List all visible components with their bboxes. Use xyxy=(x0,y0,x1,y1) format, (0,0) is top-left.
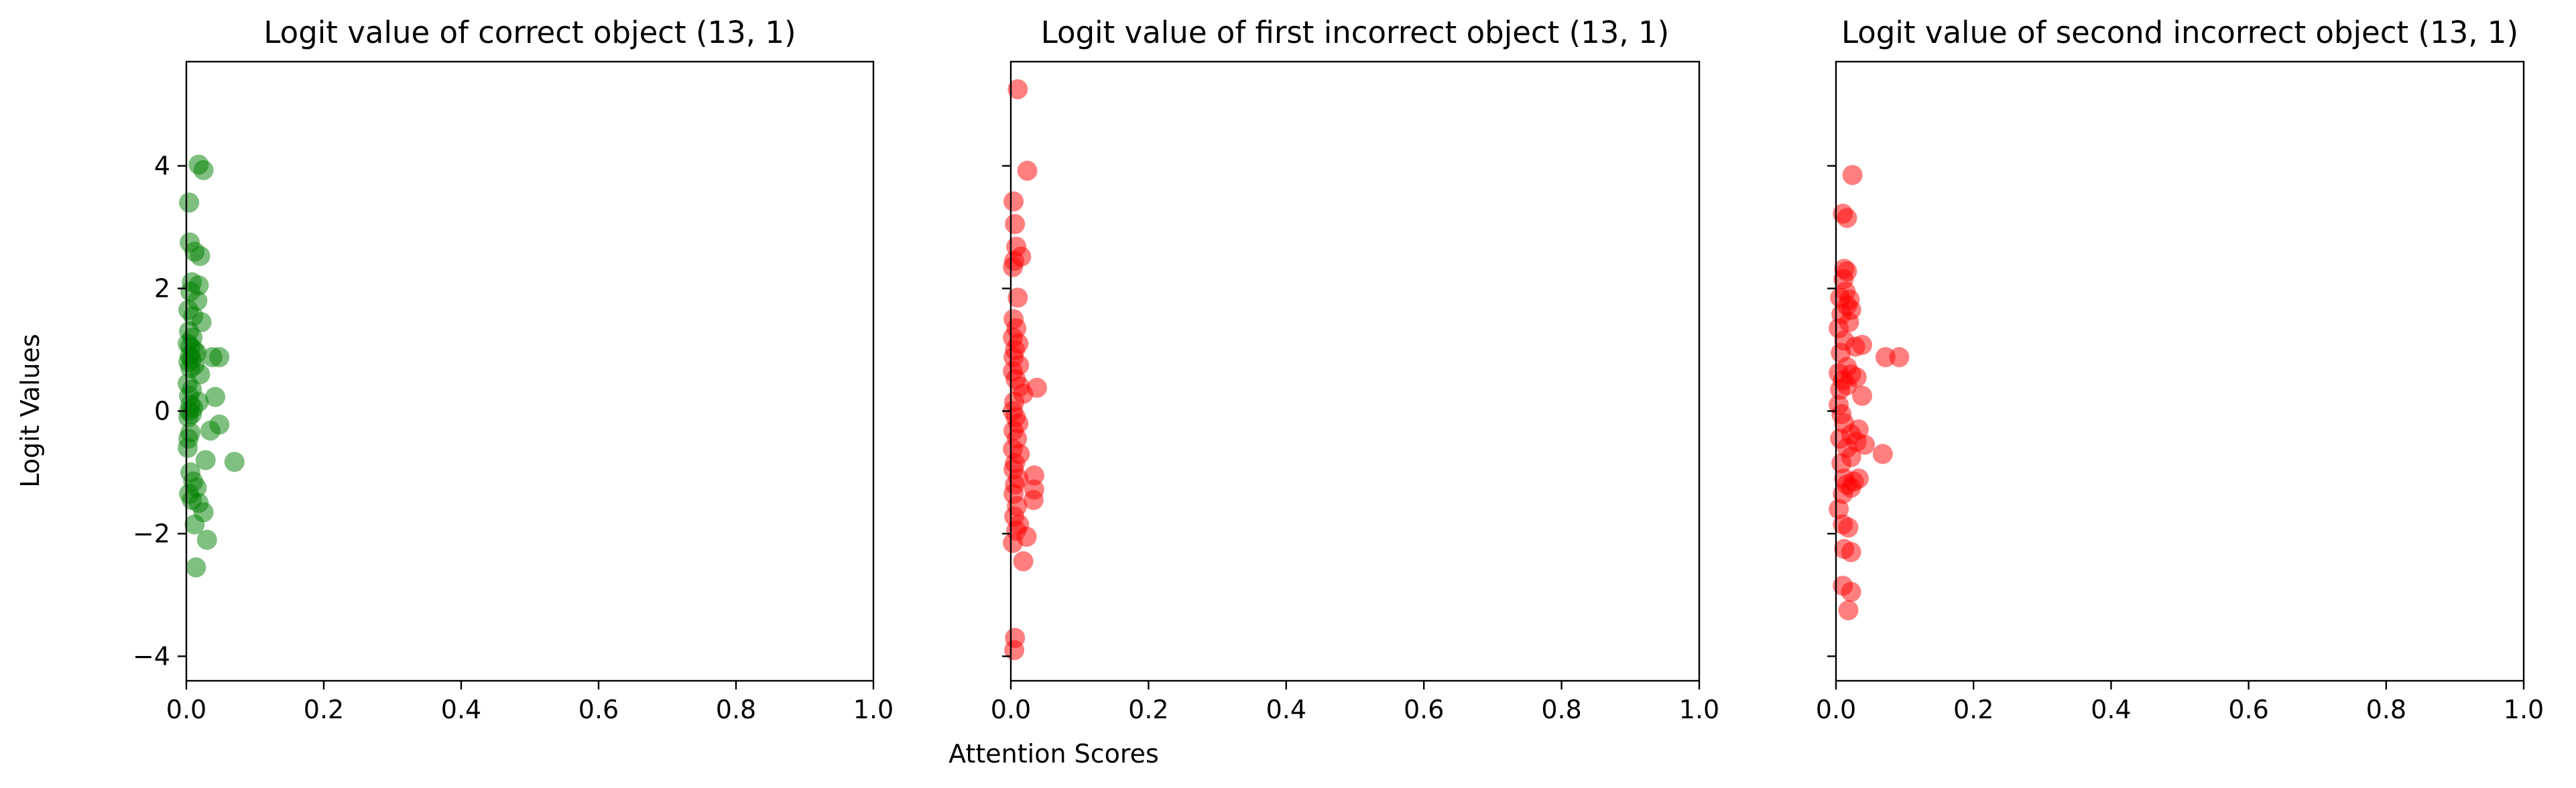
y-tick-label: 0 xyxy=(154,396,170,425)
data-point xyxy=(196,529,217,550)
data-point xyxy=(209,347,230,367)
data-point xyxy=(224,452,245,472)
panels-layer: Logit value of correct object (13, 1) 0.0… xyxy=(133,15,2544,724)
y-tick-label: −4 xyxy=(133,641,170,671)
chart-panel-1: Logit value of correct object (13, 1) 0.0… xyxy=(133,15,894,724)
data-point xyxy=(1852,334,1872,355)
axes-frame xyxy=(185,60,875,682)
chart-panel-3: Logit value of second incorrect object (… xyxy=(1816,15,2544,724)
chart-title: Logit value of first incorrect object (1… xyxy=(1041,15,1669,50)
data-point xyxy=(1872,444,1893,464)
data-point xyxy=(186,557,206,578)
data-point xyxy=(1841,541,1861,562)
data-point xyxy=(200,420,221,441)
axes-frame xyxy=(1009,60,1701,682)
chart-title: Logit value of second incorrect object (… xyxy=(1841,15,2518,50)
x-tick-label: 0.2 xyxy=(1128,695,1168,724)
x-tick-label: 1.0 xyxy=(1679,695,1719,724)
data-point xyxy=(1852,385,1872,406)
data-point xyxy=(1829,499,1849,519)
axes-frame xyxy=(1835,60,2525,682)
data-point xyxy=(178,407,199,428)
data-point xyxy=(1830,379,1851,400)
data-point xyxy=(1004,640,1025,661)
data-point xyxy=(190,246,210,266)
x-tick-label: 0.6 xyxy=(1404,695,1444,724)
data-point xyxy=(1007,79,1028,100)
x-tick-label: 0.0 xyxy=(991,695,1031,724)
data-point xyxy=(1005,214,1026,235)
data-point xyxy=(1841,582,1861,602)
data-point xyxy=(1013,551,1034,572)
data-point xyxy=(1023,490,1044,511)
data-point xyxy=(184,514,205,535)
y-tick-label: 4 xyxy=(154,151,170,181)
data-point xyxy=(1024,465,1044,486)
data-point xyxy=(1833,484,1853,504)
y-tick-label: 2 xyxy=(154,273,170,303)
data-point xyxy=(1838,600,1859,620)
data-point xyxy=(1017,160,1038,181)
x-tick-label: 0.2 xyxy=(304,695,344,724)
data-point xyxy=(195,450,216,470)
x-tick-label: 0.4 xyxy=(441,695,481,724)
x-tick-label: 0.8 xyxy=(716,695,756,724)
chart-panel-2: Logit value of first incorrect object (1… xyxy=(991,15,1719,724)
data-point xyxy=(1003,191,1024,212)
x-tick-label: 0.6 xyxy=(578,695,619,724)
data-point xyxy=(1837,208,1857,228)
data-point xyxy=(1007,287,1028,308)
x-tick-label: 0.8 xyxy=(2366,695,2406,724)
x-tick-label: 0.4 xyxy=(1266,695,1306,724)
x-tick-label: 1.0 xyxy=(853,695,894,724)
data-point xyxy=(1875,347,1896,367)
data-point xyxy=(1838,517,1859,538)
shared-x-axis-label: Attention Scores xyxy=(948,739,1159,769)
data-point xyxy=(1842,165,1863,186)
chart-title: Logit value of correct object (13, 1) xyxy=(263,15,796,50)
data-point xyxy=(205,387,226,407)
data-point xyxy=(179,192,200,213)
data-point xyxy=(1889,347,1910,367)
x-tick-label: 0.0 xyxy=(1816,695,1856,724)
shared-y-axis-label: Logit Values xyxy=(15,334,45,488)
y-tick-label: −2 xyxy=(133,519,170,548)
data-point xyxy=(193,159,214,180)
x-tick-label: 1.0 xyxy=(2504,695,2544,724)
data-point xyxy=(1003,533,1024,553)
x-tick-label: 0.4 xyxy=(2091,695,2131,724)
x-tick-label: 0.8 xyxy=(1541,695,1581,724)
data-point xyxy=(1855,434,1876,455)
data-point xyxy=(178,438,198,458)
x-tick-label: 0.0 xyxy=(166,695,206,724)
x-tick-label: 0.6 xyxy=(2228,695,2268,724)
data-point xyxy=(1003,257,1024,277)
x-tick-label: 0.2 xyxy=(1953,695,1994,724)
